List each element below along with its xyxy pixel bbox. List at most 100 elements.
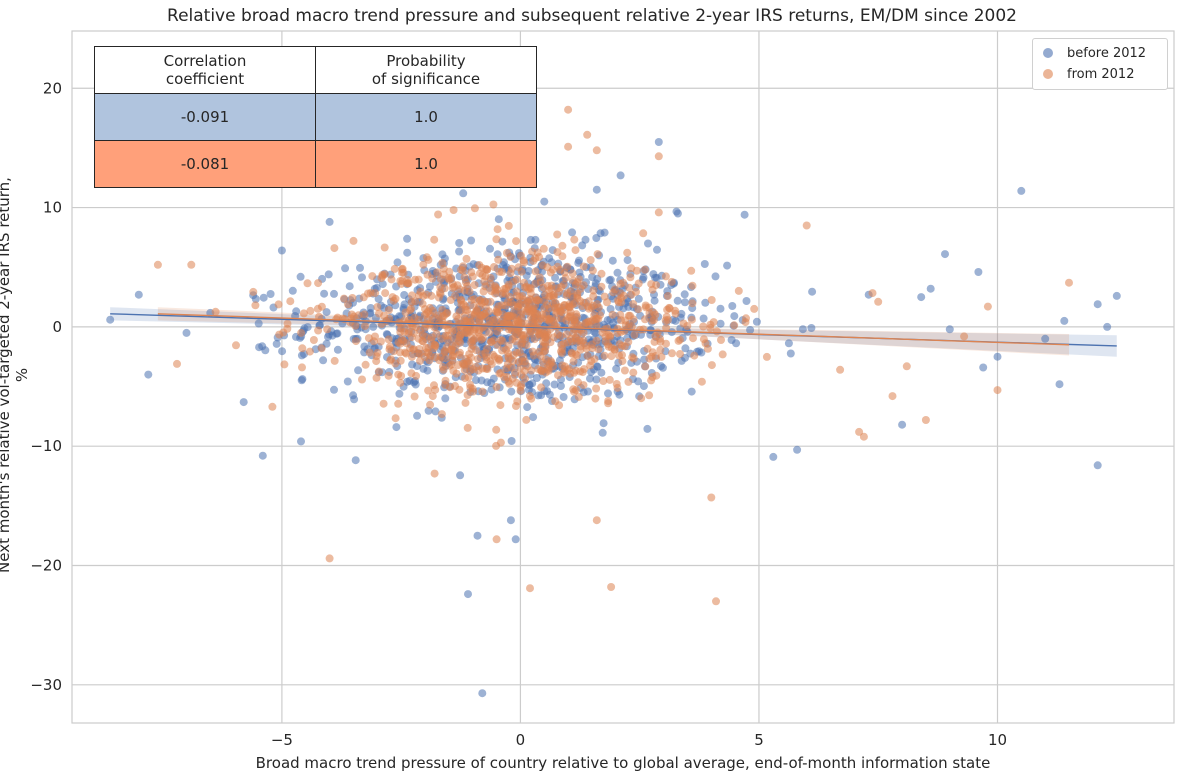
scatter-point (700, 260, 709, 268)
scatter-point (1093, 461, 1102, 470)
scatter-point (427, 333, 436, 342)
scatter-point (475, 332, 484, 341)
scatter-point (627, 290, 636, 299)
scatter-point (917, 293, 926, 302)
scatter-point (366, 289, 375, 297)
scatter-point (173, 359, 181, 368)
scatter-point (579, 281, 588, 290)
scatter-point (641, 362, 650, 371)
scatter-point (627, 322, 636, 331)
scatter-point (529, 256, 538, 265)
scatter-point (1093, 300, 1102, 309)
scatter-point (396, 339, 405, 348)
scatter-point (437, 334, 446, 343)
scatter-point (537, 367, 546, 376)
grid-lines (72, 31, 1174, 723)
scatter-point (489, 374, 498, 383)
scatter-point (613, 268, 622, 277)
scatter-point (575, 256, 583, 265)
scatter-point (750, 304, 759, 313)
scatter-point (277, 246, 286, 255)
y-tick-label: 0 (52, 318, 62, 336)
scatter-point (1017, 186, 1026, 195)
scatter-point (467, 295, 476, 304)
scatter-point (532, 374, 541, 382)
scatter-point (569, 385, 578, 394)
scatter-point (351, 456, 360, 465)
scatter-point (667, 277, 676, 286)
scatter-point (424, 386, 433, 395)
scatter-point (352, 337, 360, 346)
scatter-point (144, 370, 153, 379)
scatter-point (623, 248, 632, 257)
scatter-point (711, 272, 720, 281)
scatter-point (474, 366, 483, 375)
scatter-point (592, 384, 601, 393)
scatter-point (707, 493, 716, 502)
legend-item-before-2012: before 2012 (1043, 43, 1146, 63)
scatter-point (533, 309, 542, 318)
scatter-point (608, 310, 617, 319)
scatter-point (503, 249, 511, 257)
scatter-point (541, 338, 550, 347)
scatter-point (303, 323, 312, 332)
scatter-point (645, 391, 654, 400)
scatter-point (634, 377, 643, 386)
scatter-point (629, 354, 638, 363)
scatter-point (717, 336, 725, 344)
scatter-point (673, 296, 682, 305)
scatter-point (592, 146, 601, 155)
scatter-point (504, 221, 513, 230)
scatter-point (623, 256, 632, 265)
scatter-point (637, 394, 646, 403)
scatter-point (560, 367, 569, 376)
scatter-point (347, 310, 356, 319)
scatter-point (430, 341, 439, 349)
scatter-point (653, 245, 661, 254)
scatter-point (504, 325, 513, 334)
scatter-point (494, 215, 503, 224)
scatter-point (525, 392, 534, 400)
scatter-point (430, 235, 439, 244)
scatter-point (414, 349, 423, 358)
scatter-point (592, 516, 601, 525)
scatter-point (482, 353, 491, 362)
scatter-point (369, 322, 378, 331)
scatter-point (492, 383, 501, 391)
scatter-point (333, 345, 342, 354)
scatter-point (592, 185, 601, 194)
scatter-point (689, 334, 697, 343)
scatter-point (280, 360, 289, 369)
scatter-point (441, 394, 450, 403)
scatter-point (483, 365, 492, 373)
scatter-point (467, 344, 476, 353)
scatter-point (586, 361, 595, 370)
scatter-point (473, 531, 482, 540)
scatter-point (413, 411, 422, 420)
scatter-point (629, 368, 638, 377)
regression-line (157, 313, 1070, 346)
scatter-point (455, 351, 464, 359)
scatter-point (403, 234, 412, 243)
scatter-point (394, 399, 403, 408)
scatter-point (478, 387, 487, 396)
scatter-point (746, 326, 755, 334)
scatter-point (492, 441, 501, 450)
scatter-point (472, 307, 481, 316)
scatter-point (286, 297, 295, 306)
scatter-point (251, 301, 260, 310)
scatter-point (305, 347, 314, 356)
scatter-point (384, 335, 393, 344)
scatter-point (625, 283, 634, 292)
series-before-2012 (106, 138, 1121, 698)
scatter-point (486, 244, 494, 253)
scatter-point (728, 302, 737, 310)
scatter-point (486, 279, 495, 288)
scatter-point (358, 375, 366, 384)
scatter-point (652, 371, 661, 380)
scatter-point (618, 357, 627, 366)
scatter-point (603, 298, 611, 307)
scatter-point (506, 516, 515, 525)
scatter-point (514, 263, 523, 272)
